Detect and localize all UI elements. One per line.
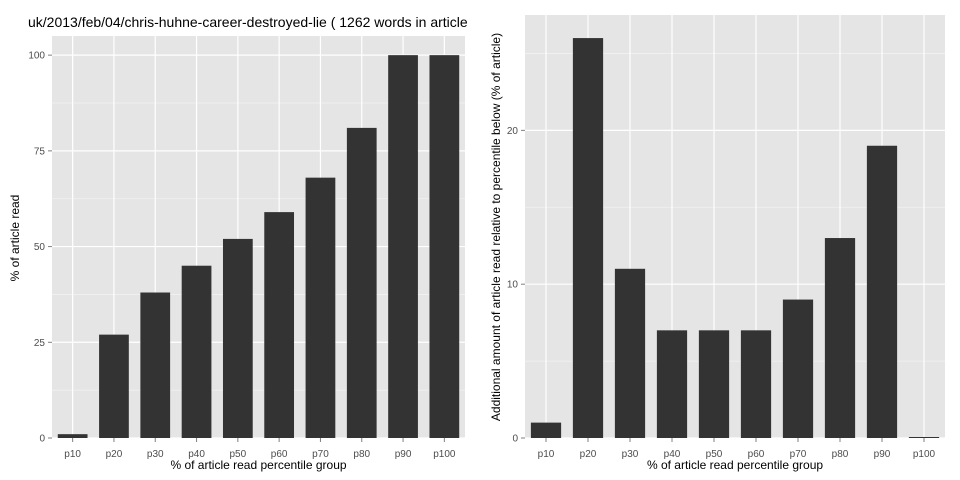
y-tick-label: 50 bbox=[34, 242, 46, 253]
x-tick-label: p30 bbox=[622, 449, 639, 460]
x-axis-label: % of article read percentile group bbox=[647, 458, 823, 472]
bar-p30 bbox=[140, 292, 171, 438]
bar-p30 bbox=[614, 268, 646, 438]
bar-p70 bbox=[305, 177, 336, 438]
x-tick-label: p90 bbox=[395, 449, 412, 460]
x-tick-label: p70 bbox=[312, 449, 329, 460]
x-tick-label: p20 bbox=[106, 449, 123, 460]
y-tick-label: 20 bbox=[507, 126, 519, 137]
bar-p100 bbox=[429, 55, 460, 439]
x-axis-label: % of article read percentile group bbox=[170, 458, 346, 472]
y-tick-label: 0 bbox=[512, 434, 518, 445]
bar-p10 bbox=[57, 434, 88, 438]
bar-p20 bbox=[572, 38, 604, 439]
x-tick-label: p20 bbox=[580, 449, 597, 460]
x-tick-label: p10 bbox=[64, 449, 81, 460]
y-tick-label: 25 bbox=[34, 338, 46, 349]
x-tick-label: p50 bbox=[706, 449, 723, 460]
bar-p70 bbox=[782, 299, 814, 438]
bar-p50 bbox=[222, 238, 253, 438]
x-tick-label: p100 bbox=[433, 449, 456, 460]
bar-p40 bbox=[656, 330, 688, 438]
y-tick-label: 10 bbox=[507, 280, 519, 291]
x-tick-label: p70 bbox=[790, 449, 807, 460]
bar-p100 bbox=[908, 437, 940, 438]
bar-p20 bbox=[99, 334, 129, 438]
bar-p80 bbox=[824, 238, 856, 438]
x-tick-label: p50 bbox=[230, 449, 247, 460]
y-tick-label: 0 bbox=[39, 434, 45, 445]
x-tick-label: p40 bbox=[188, 449, 205, 460]
y-tick-label: 100 bbox=[28, 51, 45, 62]
bar-p90 bbox=[388, 55, 418, 439]
x-tick-label: p10 bbox=[538, 449, 555, 460]
x-tick-label: p40 bbox=[664, 449, 681, 460]
bar-p10 bbox=[530, 422, 562, 438]
x-tick-label: p100 bbox=[913, 449, 936, 460]
x-tick-label: p60 bbox=[271, 449, 288, 460]
x-tick-label: p60 bbox=[748, 449, 765, 460]
bar-p60 bbox=[264, 212, 295, 438]
y-axis-label: % of article read bbox=[8, 195, 22, 282]
bar-p90 bbox=[866, 145, 898, 438]
y-axis-label: Additional amount of article read relati… bbox=[489, 33, 503, 421]
bar-p50 bbox=[698, 330, 730, 438]
chart-title: uk/2013/feb/04/chris-huhne-career-destro… bbox=[28, 14, 468, 30]
bar-p80 bbox=[346, 127, 377, 438]
x-tick-label: p80 bbox=[832, 449, 849, 460]
x-tick-label: p30 bbox=[147, 449, 164, 460]
x-tick-label: p80 bbox=[353, 449, 370, 460]
y-tick-label: 75 bbox=[34, 146, 46, 157]
bar-p40 bbox=[181, 265, 212, 438]
x-tick-label: p90 bbox=[874, 449, 891, 460]
bar-p60 bbox=[740, 330, 772, 438]
